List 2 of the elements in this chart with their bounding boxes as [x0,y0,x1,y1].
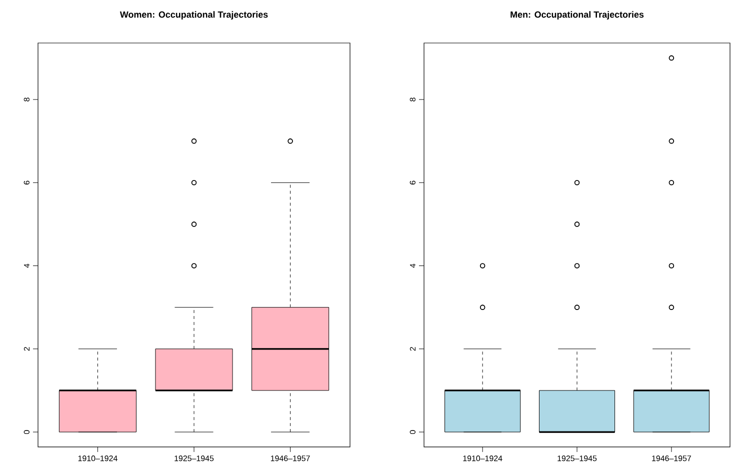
chart-title: Women: Occupational Trajectories [120,11,268,20]
chart-title: Men: Occupational Trajectories [510,11,644,20]
